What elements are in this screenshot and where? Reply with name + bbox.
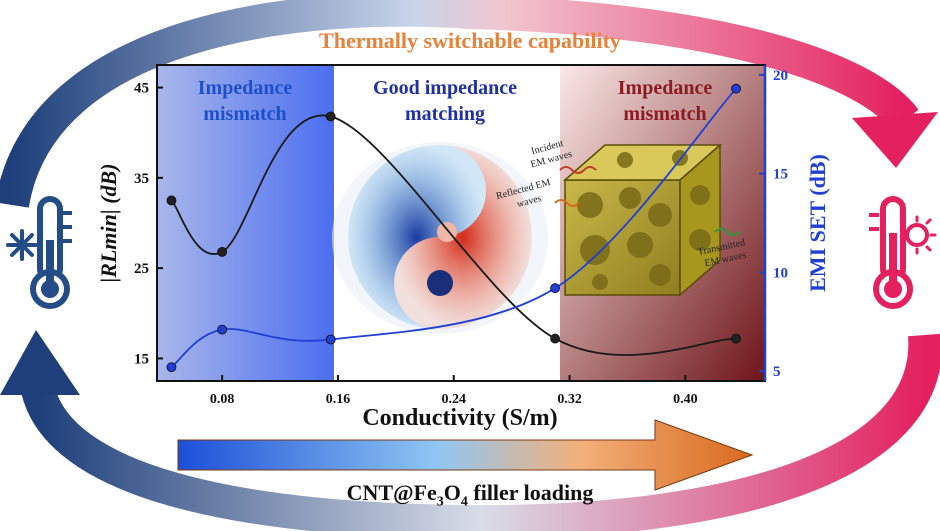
right-y-tick-label: 10 — [773, 265, 788, 281]
axis-layer: 0.08 0.16 0.24 0.32 0.40 15 25 35 45 5 10 15 20 — [134, 68, 788, 407]
figure-title: Thermally switchable capability — [319, 28, 621, 53]
x-tick-label: 0.24 — [442, 392, 467, 407]
reflected-wave-icon — [554, 199, 580, 207]
yin-yang-icon — [332, 142, 548, 334]
rl-min-point — [550, 333, 560, 344]
emi-se-point — [217, 324, 228, 335]
left-y-tick-label: 45 — [134, 81, 149, 97]
middle-region-label-line2: matching — [405, 103, 485, 125]
x-tick-label: 0.08 — [210, 392, 235, 407]
incident-wave-icon — [559, 166, 597, 174]
emi-se-point — [325, 334, 336, 345]
plot-area: Impedance mismatch Good impedance matchi… — [134, 64, 788, 407]
rl-min-point — [325, 111, 336, 122]
emi-se-point — [550, 283, 560, 294]
left-region — [157, 65, 334, 381]
left-y-tick-label: 15 — [134, 351, 149, 367]
right-region-label-line1: Impedance — [618, 77, 713, 99]
filler-loading-label: CNT@Fe3O4 filler loading — [346, 480, 594, 510]
rl-min-point — [217, 246, 228, 257]
middle-region-label-line1: Good impedance — [373, 77, 517, 99]
left-region-label-line1: Impedance — [198, 77, 293, 99]
x-tick-label: 0.40 — [673, 392, 698, 407]
right-y-tick-label: 15 — [773, 167, 788, 183]
top-arc-arrowhead — [852, 112, 938, 168]
hot-thermometer-icon — [869, 196, 937, 309]
x-tick-label: 0.32 — [557, 392, 582, 407]
left-y-tick-label: 35 — [134, 171, 149, 187]
rl-min-point — [731, 333, 741, 344]
right-region-label-line2: mismatch — [623, 103, 706, 125]
right-y-tick-label: 5 — [773, 364, 781, 380]
left-region-label-line2: mismatch — [203, 103, 286, 125]
left-y-tick-label: 25 — [134, 261, 149, 277]
cold-thermometer-icon — [6, 196, 72, 309]
emi-se-point — [731, 83, 741, 94]
right-y-tick-label: 20 — [773, 68, 788, 84]
filler-loading-arrow — [177, 419, 754, 491]
foam-cube-icon — [563, 143, 722, 297]
rl-min-point — [166, 195, 177, 206]
transmitted-wave-icon — [714, 228, 740, 236]
left-axis-title: |RLmin| (dB) — [96, 163, 121, 282]
series-layer — [166, 83, 741, 373]
x-tick-label: 0.16 — [326, 392, 351, 407]
bottom-arc-arrowhead — [0, 330, 80, 395]
x-axis-title: Conductivity (S/m) — [362, 405, 557, 431]
emi-se-point — [166, 362, 177, 373]
right-axis-title: EMI SET (dB) — [805, 154, 830, 292]
top-cycle-arc — [0, 0, 919, 209]
bottom-cycle-arc — [21, 333, 940, 531]
